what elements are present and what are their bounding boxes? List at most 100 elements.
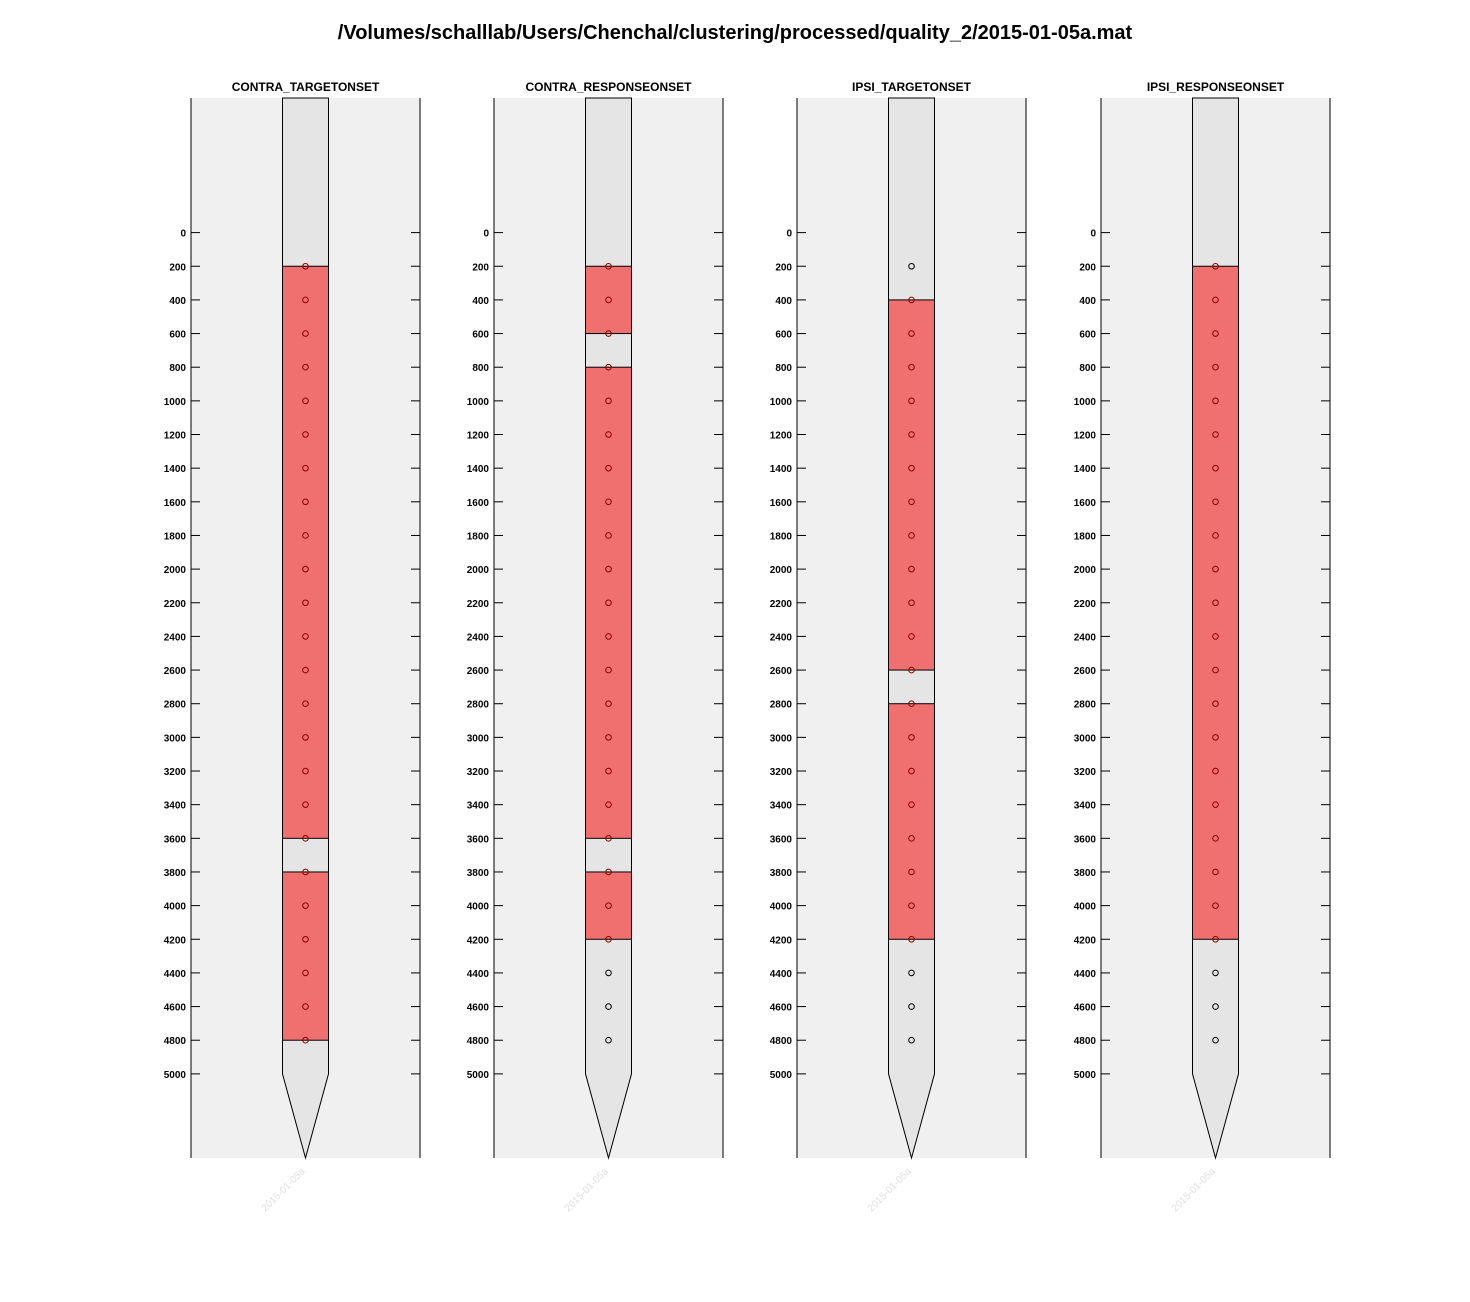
channel-marker (302, 363, 309, 371)
y-tick-label: 3800 (770, 868, 793, 879)
y-tick-label: 400 (775, 296, 792, 307)
channel-marker (1212, 633, 1219, 640)
channel-marker (302, 835, 309, 842)
y-tick-label: 2400 (1074, 632, 1097, 643)
y-tick-label: 1000 (467, 397, 490, 408)
channel-marker (908, 1036, 915, 1044)
channel-marker (1212, 498, 1219, 506)
y-tick-label: 1400 (164, 464, 187, 475)
y-tick-label: 4800 (164, 1036, 187, 1047)
y-tick-label: 1800 (1074, 531, 1097, 542)
channel-marker (302, 397, 309, 405)
panel-title: IPSI_TARGETONSET (852, 80, 972, 94)
y-tick-label: 4400 (467, 969, 490, 980)
y-tick-label: 3600 (467, 834, 490, 845)
y-tick-label: 2600 (467, 666, 490, 677)
y-tick-label: 800 (775, 363, 792, 374)
y-tick-label: 400 (472, 296, 489, 307)
channel-marker (302, 532, 309, 539)
channel-marker (605, 397, 612, 405)
channel-marker (1212, 767, 1219, 775)
y-tick-label: 3400 (164, 801, 187, 812)
y-tick-label: 2000 (770, 565, 793, 576)
channel-marker (1212, 969, 1219, 977)
channel-marker (605, 935, 612, 943)
y-tick-label: 2200 (467, 599, 490, 610)
y-tick-label: 4200 (467, 935, 490, 946)
channel-marker (908, 700, 915, 708)
y-tick-label: 5000 (467, 1070, 490, 1081)
channel-marker (908, 801, 915, 808)
y-tick-label: 1200 (164, 431, 187, 442)
y-tick-label: 3200 (770, 767, 793, 778)
channel-marker (605, 599, 612, 607)
channel-marker (302, 296, 309, 304)
channel-marker (1212, 262, 1219, 270)
channel-marker (1212, 397, 1219, 405)
channel-marker (302, 262, 309, 270)
y-tick-label: 1600 (1074, 498, 1097, 509)
channel-marker (605, 700, 612, 708)
y-tick-label: 4800 (1074, 1036, 1097, 1047)
selected-range (282, 871, 329, 1041)
y-tick-label: 5000 (1074, 1070, 1097, 1081)
y-tick-label: 400 (169, 296, 186, 307)
y-tick-label: 1400 (467, 464, 490, 475)
y-tick-label: 3200 (467, 767, 490, 778)
y-tick-label: 4800 (467, 1036, 490, 1047)
y-tick-label: 2600 (164, 666, 187, 677)
channel-marker (1212, 296, 1219, 304)
channel-marker (908, 262, 915, 270)
y-tick-label: 600 (775, 330, 792, 341)
channel-marker (302, 565, 309, 573)
y-tick-label: 4200 (1074, 935, 1097, 946)
y-tick-label: 3800 (467, 868, 490, 879)
y-tick-label: 800 (472, 363, 489, 374)
y-tick-label: 400 (1079, 296, 1096, 307)
channel-marker (605, 734, 612, 741)
y-tick-label: 3000 (1074, 733, 1097, 744)
y-tick-label: 2000 (467, 565, 490, 576)
channel-marker (908, 431, 915, 438)
y-tick-label: 3000 (770, 733, 793, 744)
selected-range (585, 871, 632, 940)
y-tick-label: 200 (1079, 262, 1096, 273)
y-tick-label: 4400 (770, 969, 793, 980)
y-tick-label: 1200 (770, 431, 793, 442)
y-tick-label: 3600 (1074, 834, 1097, 845)
channel-marker (908, 969, 915, 977)
y-tick-label: 4200 (164, 935, 187, 946)
channel-marker (302, 599, 309, 607)
x-tick-label: 2015-01-05a (866, 1166, 914, 1214)
channel-marker (605, 801, 612, 808)
figure-title: /Volumes/schalllab/Users/Chenchal/cluste… (337, 22, 1133, 44)
channel-marker (605, 464, 612, 472)
probe-panel-4: IPSI_RESPONSEONSET 0 200 400 600 800 1000 1200 1… (1074, 80, 1331, 1214)
y-tick-label: 0 (786, 229, 792, 240)
y-tick-label: 4400 (164, 969, 187, 980)
y-tick-label: 3400 (770, 801, 793, 812)
y-tick-label: 2200 (1074, 599, 1097, 610)
channel-marker (302, 935, 309, 943)
y-tick-label: 3000 (467, 733, 490, 744)
y-tick-label: 2200 (770, 599, 793, 610)
y-tick-label: 4800 (770, 1036, 793, 1047)
channel-marker (302, 868, 309, 876)
selected-range (585, 366, 632, 839)
channel-marker (605, 296, 612, 304)
channel-marker (302, 633, 309, 640)
y-tick-label: 1200 (1074, 431, 1097, 442)
channel-marker (908, 363, 915, 371)
y-tick-label: 200 (169, 262, 186, 273)
y-tick-label: 3600 (770, 834, 793, 845)
channel-marker (605, 262, 612, 270)
channel-marker (908, 1003, 915, 1010)
y-tick-label: 600 (472, 330, 489, 341)
y-tick-label: 4600 (164, 1003, 187, 1014)
y-tick-label: 1800 (770, 531, 793, 542)
y-tick-label: 4600 (467, 1003, 490, 1014)
channel-marker (1212, 532, 1219, 539)
y-tick-label: 1800 (467, 531, 490, 542)
y-tick-label: 1800 (164, 531, 187, 542)
